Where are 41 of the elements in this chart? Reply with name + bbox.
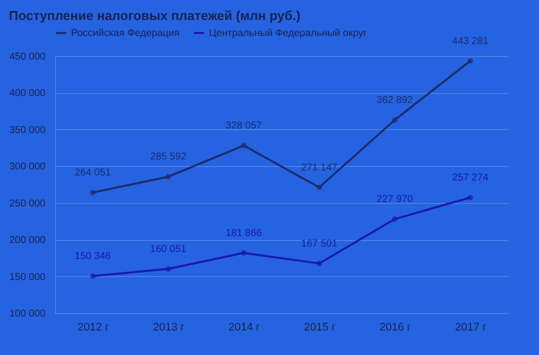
x-tick-label: 2016 г xyxy=(379,322,412,334)
data-label: 271 147 xyxy=(301,162,338,174)
y-tick-label: 350 000 xyxy=(9,124,46,136)
point xyxy=(468,58,473,64)
point xyxy=(392,216,398,222)
point xyxy=(468,194,473,200)
x-tick-label: 2013 г xyxy=(152,322,185,334)
y-tick-label: 250 000 xyxy=(9,198,46,210)
point xyxy=(392,117,398,123)
x-tick-label: 2012 г xyxy=(77,322,110,334)
point xyxy=(241,250,246,256)
point xyxy=(90,273,96,279)
legend-label: Российская Федерация xyxy=(71,28,180,39)
data-label: 167 501 xyxy=(301,238,338,250)
data-label: 257 274 xyxy=(452,172,489,184)
data-label: 328 057 xyxy=(226,120,262,132)
data-label: 160 051 xyxy=(150,244,187,255)
point xyxy=(166,174,171,180)
data-label: 264 051 xyxy=(74,168,112,179)
data-label: 181 866 xyxy=(226,228,262,239)
data-label: 362 892 xyxy=(376,94,414,106)
x-tick-label: 2017 г xyxy=(454,322,487,334)
legend-label: Центральный Федеральный округ xyxy=(209,28,368,39)
x-tick-label: 2014 г xyxy=(228,322,260,334)
y-tick-label: 400 000 xyxy=(9,88,46,100)
chart-title: Поступление налоговых платежей (млн руб.) xyxy=(8,8,300,23)
data-label: 227 970 xyxy=(376,194,414,206)
y-tick-label: 100 000 xyxy=(9,308,46,320)
x-tick-label: 2015 г xyxy=(304,322,336,334)
data-label: 285 592 xyxy=(150,152,187,163)
y-tick-label: 200 000 xyxy=(9,235,46,246)
y-tick-label: 300 000 xyxy=(9,162,46,173)
point xyxy=(316,260,322,266)
data-label: 150 346 xyxy=(74,251,112,262)
data-label: 443 281 xyxy=(452,36,489,47)
point xyxy=(90,190,96,196)
point xyxy=(166,266,171,272)
y-tick-label: 150 000 xyxy=(9,272,46,283)
y-tick-label: 450 000 xyxy=(9,52,46,62)
point xyxy=(241,142,246,148)
point xyxy=(316,184,322,190)
